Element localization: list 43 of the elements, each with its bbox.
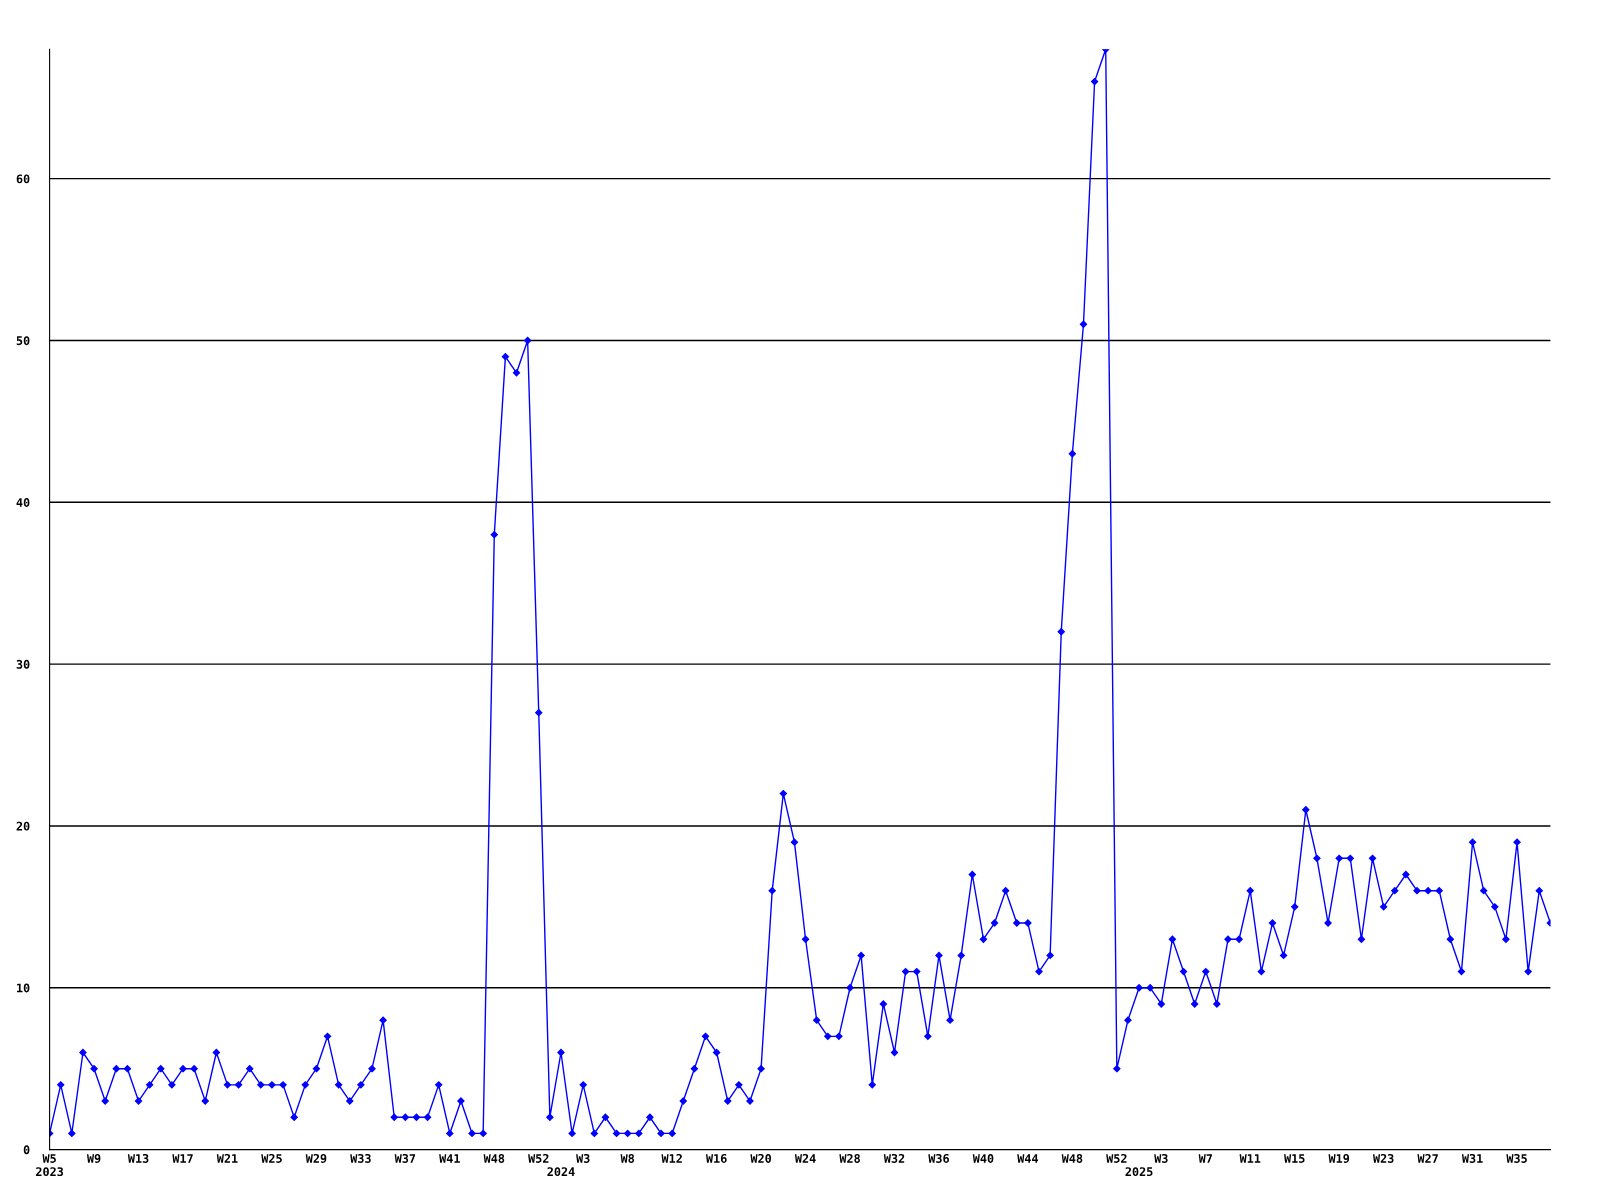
y-tick-label: 20 [16, 821, 30, 831]
y-tick-label: 30 [16, 659, 30, 669]
x-tick-label: W48 [1061, 1153, 1083, 1163]
x-tick-label: W23 [1372, 1153, 1394, 1163]
x-tick-label: W24 [794, 1153, 816, 1163]
y-tick-label: 60 [16, 174, 30, 184]
x-tick-label: W15 [1284, 1154, 1305, 1163]
x-tick-label: W28 [839, 1153, 860, 1163]
x-tick-label: W33 [350, 1153, 371, 1163]
x-tick-label: W8 [620, 1153, 635, 1163]
x-tick-label: W32 [883, 1153, 905, 1163]
x-tick-label: W20 [750, 1153, 772, 1163]
x-tick-label: W5 2023 [36, 1154, 64, 1177]
x-tick-label: 2025 [1125, 1167, 1153, 1177]
x-tick-label: W31 [1461, 1153, 1483, 1163]
x-tick-label: W27 [1417, 1153, 1438, 1163]
x-tick-label: W37 [394, 1153, 416, 1163]
x-tick-label: W3 [1154, 1153, 1168, 1163]
y-tick-label: 50 [16, 336, 30, 346]
x-tick-label: W21 [216, 1153, 238, 1163]
x-tick-label: W52 [528, 1153, 549, 1163]
x-tick-label: W11 [1239, 1154, 1261, 1163]
x-tick-label: W44 [1017, 1154, 1039, 1163]
x-tick-label: 2024 [547, 1167, 575, 1177]
x-tick-label: W16 [705, 1153, 727, 1163]
y-tick-label: 10 [17, 983, 30, 993]
x-tick-label: W12 [661, 1153, 682, 1163]
x-tick-label: W29 [305, 1153, 327, 1163]
x-tick-label: W3 [576, 1153, 590, 1163]
x-tick-label: W48 [483, 1153, 505, 1163]
x-tick-label: W7 [1198, 1154, 1212, 1163]
y-tick-label: 0 [23, 1145, 30, 1155]
x-tick-label: W25 [261, 1153, 282, 1163]
x-tick-label: W52 [1106, 1153, 1127, 1163]
x-tick-label: W41 [439, 1154, 460, 1163]
y-tick-label: 40 [16, 498, 30, 507]
x-tick-label: W35 [1506, 1153, 1527, 1163]
x-tick-label: W36 [928, 1153, 949, 1163]
x-tick-label: W17 [172, 1154, 193, 1163]
x-tick-label: W19 [1328, 1154, 1350, 1163]
x-tick-label: W40 [972, 1153, 994, 1163]
x-tick-label: W9 [86, 1154, 101, 1163]
x-tick-label: W13 [127, 1153, 149, 1163]
